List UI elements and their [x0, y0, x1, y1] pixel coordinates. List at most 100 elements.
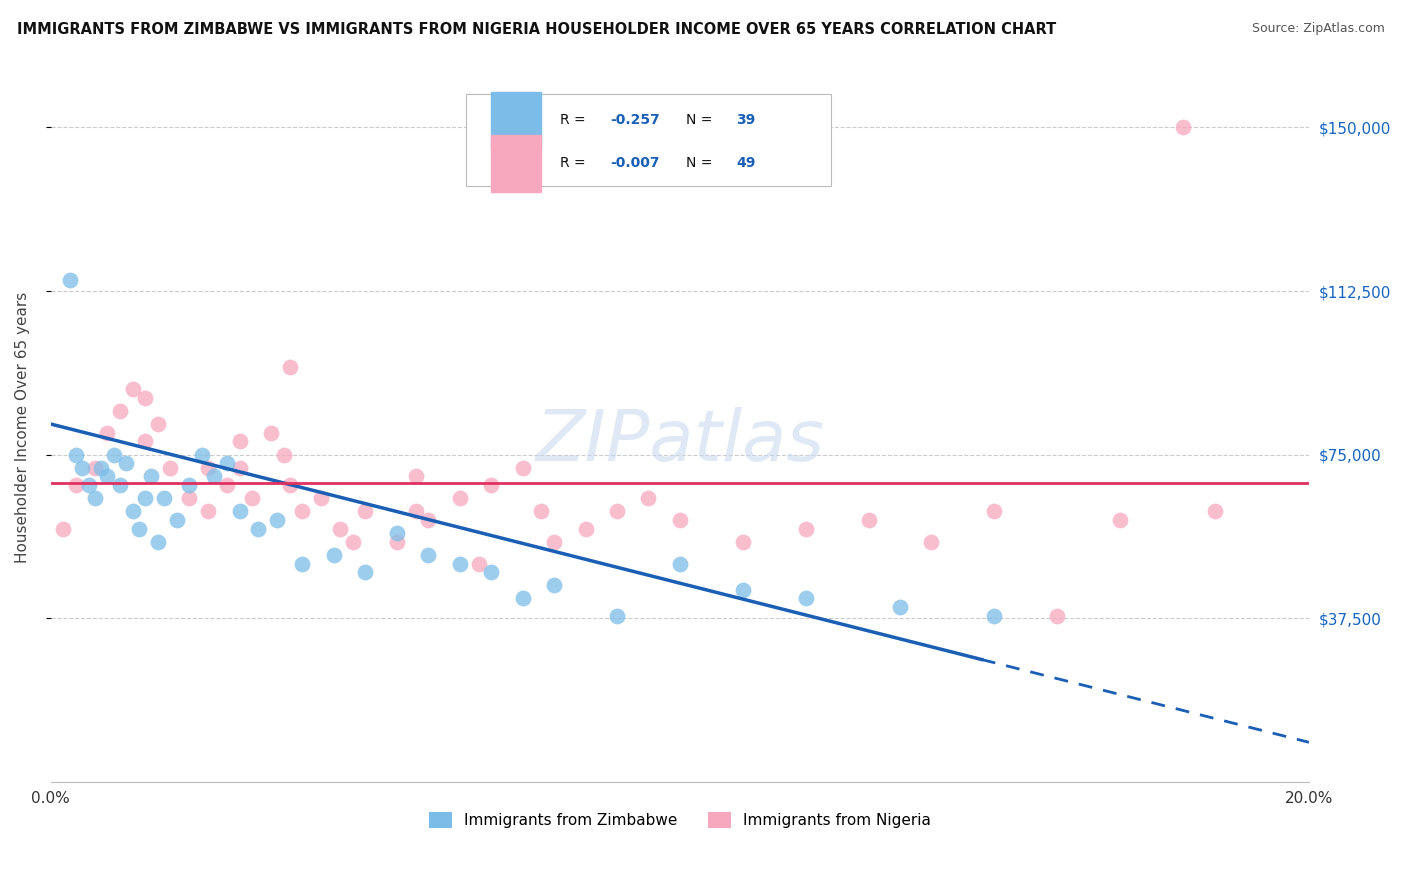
Point: [1046, 609, 1069, 624]
Point: [108, 404, 131, 418]
Point: [96, 425, 118, 440]
Legend: Immigrants from Zimbabwe, Immigrants from Nigeria: Immigrants from Zimbabwe, Immigrants fro…: [423, 806, 936, 834]
Point: [1204, 504, 1226, 518]
Point: [1171, 120, 1194, 135]
Point: [418, 513, 440, 527]
Point: [215, 456, 238, 470]
Point: [794, 522, 817, 536]
Point: [385, 526, 408, 541]
Point: [77, 478, 100, 492]
Point: [329, 522, 352, 536]
FancyBboxPatch shape: [465, 95, 831, 186]
Point: [278, 478, 301, 492]
Point: [59, 273, 82, 287]
Point: [512, 591, 534, 606]
Text: -0.257: -0.257: [610, 113, 661, 127]
Point: [52, 522, 75, 536]
Point: [134, 434, 156, 449]
Point: [731, 534, 754, 549]
Point: [449, 557, 471, 571]
Point: [179, 478, 201, 492]
Point: [96, 469, 118, 483]
Point: [354, 504, 377, 518]
Point: [90, 460, 112, 475]
Point: [889, 600, 911, 615]
Point: [108, 478, 131, 492]
Point: [247, 522, 270, 536]
Text: N =: N =: [686, 113, 717, 127]
Point: [121, 504, 143, 518]
FancyBboxPatch shape: [491, 92, 541, 148]
Y-axis label: Householder Income Over 65 years: Householder Income Over 65 years: [15, 292, 30, 563]
Point: [530, 504, 553, 518]
Point: [153, 491, 176, 506]
Point: [606, 504, 628, 518]
Text: R =: R =: [561, 156, 591, 170]
Point: [342, 534, 364, 549]
Point: [322, 548, 344, 562]
Point: [134, 491, 156, 506]
Point: [121, 382, 143, 396]
Point: [405, 469, 427, 483]
Point: [273, 448, 295, 462]
Point: [669, 557, 692, 571]
Point: [731, 582, 754, 597]
Text: Source: ZipAtlas.com: Source: ZipAtlas.com: [1251, 22, 1385, 36]
Point: [983, 504, 1005, 518]
Point: [166, 513, 188, 527]
Point: [146, 534, 169, 549]
Point: [240, 491, 263, 506]
Text: N =: N =: [686, 156, 717, 170]
Text: 49: 49: [737, 156, 756, 170]
Point: [574, 522, 596, 536]
Point: [669, 513, 692, 527]
Point: [266, 513, 288, 527]
Point: [512, 460, 534, 475]
Point: [134, 391, 156, 405]
Point: [179, 491, 201, 506]
Point: [65, 448, 87, 462]
Text: R =: R =: [561, 113, 591, 127]
Point: [983, 609, 1005, 624]
Point: [141, 469, 163, 483]
Point: [197, 460, 219, 475]
Point: [83, 460, 105, 475]
Point: [405, 504, 427, 518]
Point: [291, 504, 314, 518]
Point: [128, 522, 150, 536]
Text: -0.007: -0.007: [610, 156, 661, 170]
Point: [311, 491, 333, 506]
Point: [1109, 513, 1132, 527]
Point: [543, 534, 565, 549]
Point: [479, 478, 502, 492]
Point: [103, 448, 125, 462]
Point: [191, 448, 214, 462]
Point: [921, 534, 943, 549]
Point: [260, 425, 283, 440]
Point: [228, 504, 250, 518]
Point: [228, 460, 250, 475]
Point: [146, 417, 169, 431]
Point: [83, 491, 105, 506]
Point: [794, 591, 817, 606]
Point: [291, 557, 314, 571]
FancyBboxPatch shape: [491, 135, 541, 192]
Point: [197, 504, 219, 518]
Point: [418, 548, 440, 562]
Point: [159, 460, 181, 475]
Point: [215, 478, 238, 492]
Point: [65, 478, 87, 492]
Point: [115, 456, 138, 470]
Point: [858, 513, 880, 527]
Point: [385, 534, 408, 549]
Point: [479, 566, 502, 580]
Point: [354, 566, 377, 580]
Point: [606, 609, 628, 624]
Text: ZIPatlas: ZIPatlas: [536, 407, 824, 476]
Point: [228, 434, 250, 449]
Point: [543, 578, 565, 592]
Point: [637, 491, 659, 506]
Point: [467, 557, 489, 571]
Text: 39: 39: [737, 113, 756, 127]
Text: IMMIGRANTS FROM ZIMBABWE VS IMMIGRANTS FROM NIGERIA HOUSEHOLDER INCOME OVER 65 Y: IMMIGRANTS FROM ZIMBABWE VS IMMIGRANTS F…: [17, 22, 1056, 37]
